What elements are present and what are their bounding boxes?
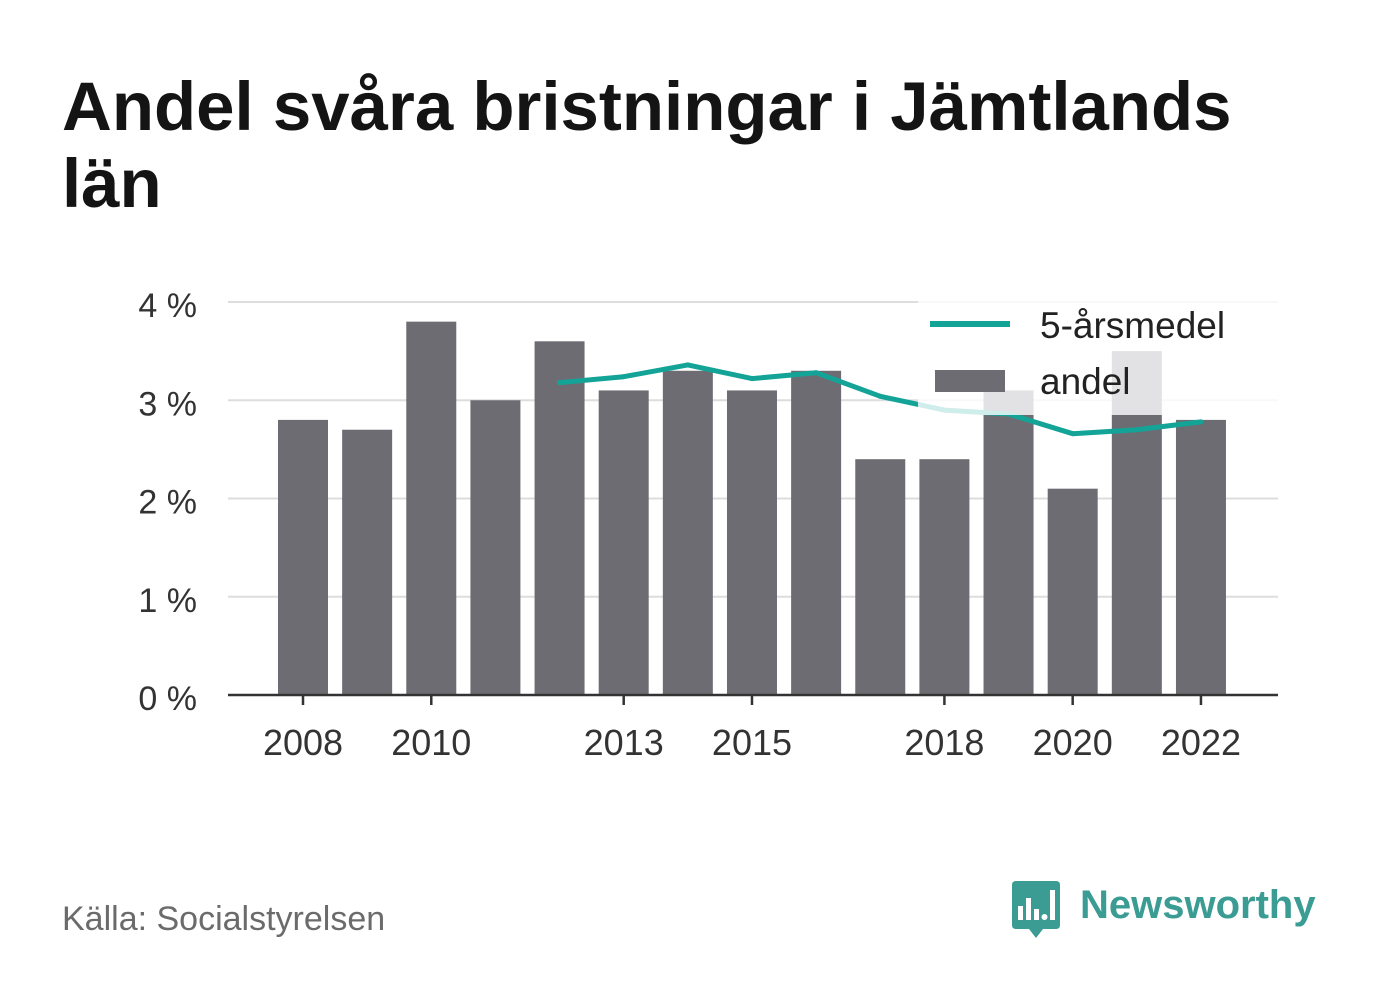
x-tick-label: 2015	[712, 722, 792, 763]
legend: 5-årsmedel andel	[918, 298, 1278, 415]
y-tick-label: 1 %	[138, 582, 197, 620]
x-axis-ticks: 2008 2010 2013 2015 2018 2020 2022	[263, 695, 1241, 763]
legend-swatch-andel	[935, 370, 1005, 392]
logo-icon-bar	[1050, 890, 1055, 920]
y-tick-label: 3 %	[138, 385, 197, 423]
x-tick-label: 2018	[904, 722, 984, 763]
point-5-arsmedel-2015	[749, 376, 755, 382]
point-5-arsmedel-2021	[1134, 427, 1140, 433]
bar-2019	[983, 390, 1034, 695]
newsworthy-logo-icon	[1012, 881, 1060, 938]
source-note: Källa: Socialstyrelsen	[62, 900, 385, 938]
bar-2017	[855, 459, 906, 695]
logo-icon-dot	[1041, 914, 1048, 920]
bar-2011	[470, 400, 521, 695]
bar-2008	[278, 419, 328, 695]
y-tick-label: 2 %	[138, 484, 197, 522]
point-5-arsmedel-2013	[621, 374, 627, 380]
logo-icon-bar	[1018, 906, 1023, 920]
bar-2022	[1175, 419, 1226, 695]
bar-2015	[726, 390, 777, 695]
x-tick-label: 2013	[584, 722, 664, 763]
x-tick-label: 2010	[391, 722, 471, 763]
bar-2013	[598, 390, 649, 695]
point-5-arsmedel-2017	[877, 393, 883, 399]
chart-title: Andel svåra bristningar i Jämtlands län	[62, 68, 1232, 222]
x-tick-label: 2022	[1161, 722, 1241, 763]
bar-2020	[1047, 488, 1098, 695]
legend-background	[918, 298, 1278, 415]
bar-2018	[919, 459, 970, 695]
bar-2014	[662, 370, 713, 695]
logo-icon-bar	[1034, 909, 1039, 920]
logo-icon-bar	[1026, 898, 1031, 920]
x-tick-label: 2008	[263, 722, 343, 763]
newsworthy-logo-text: Newsworthy	[1080, 883, 1316, 927]
y-tick-label: 0 %	[138, 680, 197, 718]
y-axis-labels: 0 % 1 % 2 % 3 % 4 %	[138, 287, 197, 718]
point-5-arsmedel-2014	[685, 362, 691, 368]
bar-2012	[534, 341, 585, 695]
point-5-arsmedel-2016	[813, 370, 819, 376]
newsworthy-logo: Newsworthy	[1012, 881, 1316, 938]
point-5-arsmedel-2020	[1070, 431, 1076, 437]
legend-label-5-arsmedel: 5-årsmedel	[1040, 305, 1225, 346]
point-5-arsmedel-2012	[557, 380, 563, 386]
bar-2009	[342, 429, 393, 695]
y-tick-label: 4 %	[138, 287, 197, 325]
x-tick-label: 2020	[1033, 722, 1113, 763]
legend-label-andel: andel	[1040, 361, 1131, 402]
bar-2016	[791, 370, 842, 695]
point-5-arsmedel-2022	[1198, 419, 1204, 425]
bar-2010	[406, 321, 457, 695]
